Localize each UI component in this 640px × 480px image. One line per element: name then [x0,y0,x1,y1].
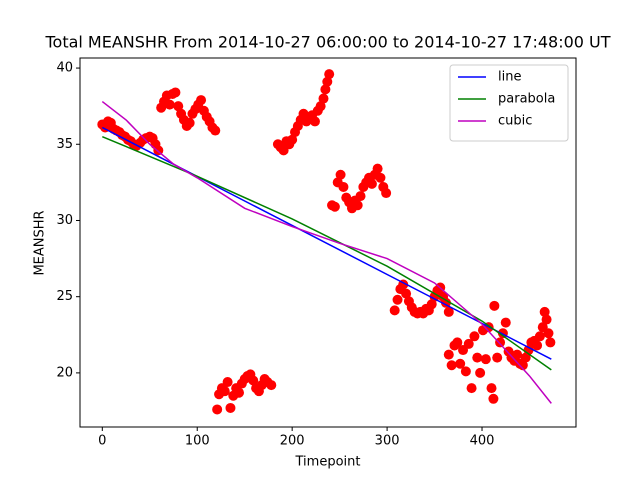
scatter-point [320,84,331,95]
y-tick-label: 25 [56,289,73,304]
x-tick-label: 100 [185,434,210,449]
scatter-point [355,191,366,202]
scatter-point [534,331,545,342]
scatter-point [492,352,503,363]
y-tick-label: 40 [56,61,73,76]
scatter-point [475,367,486,378]
scatter-point [486,383,497,394]
scatter-point [443,349,454,360]
scatter-point [469,331,480,342]
y-tick-label: 30 [56,213,73,228]
scatter-point [545,337,556,348]
scatter-point [472,352,483,363]
scatter-point [488,393,499,404]
scatter-point [287,134,298,145]
scatter-point [309,116,320,127]
scatter-point [466,383,477,394]
scatter-point [212,404,223,415]
scatter-point [541,314,552,325]
scatter-point [196,95,207,106]
scatter-point [401,288,412,299]
scatter-point [375,172,386,183]
scatter-point [324,69,335,80]
scatter-point [495,337,506,348]
y-tick-label: 20 [56,365,73,380]
x-tick-label: 400 [470,434,495,449]
x-tick-label: 0 [98,434,106,449]
scatter-point [234,387,245,398]
scatter-point [443,306,454,317]
scatter-point [248,375,259,386]
x-tick-label: 300 [375,434,400,449]
scatter-point [446,360,457,371]
scatter-point [392,294,403,305]
scatter-point [219,386,230,397]
scatter-point [517,360,528,371]
scatter-point [266,380,277,391]
scatter-point [539,306,550,317]
scatter-point [322,76,333,87]
scatter-point [452,337,463,348]
scatter-point [184,117,195,128]
legend-label: parabola [498,92,555,107]
scatter-point [225,402,236,413]
x-tick-label: 200 [280,434,305,449]
fit-line [101,100,552,404]
scatter-point [338,181,349,192]
scatter-point [210,125,221,136]
scatter-point [463,338,474,349]
scatter-point [520,352,531,363]
scatter-point [455,358,466,369]
x-axis-label: Timepoint [295,455,361,470]
legend-label: line [498,70,521,85]
scatter-point [335,169,346,180]
scatter-point [372,163,383,174]
legend-label: cubic [498,114,532,129]
scatter-point [318,93,329,104]
legend-box [449,64,569,142]
scatter-point [164,99,175,110]
data-layer [97,69,556,415]
scatter-point [532,340,543,351]
scatter-point [426,299,437,310]
scatter-point [222,377,233,388]
scatter-point [173,101,184,112]
scatter-point [381,188,392,199]
scatter-point [480,354,491,365]
scatter-point [543,328,554,339]
scatter-point [170,87,181,98]
scatter-point [460,366,471,377]
scatter-point [352,200,363,211]
y-tick-label: 35 [56,137,73,152]
y-axis-label: MEANSHR [33,210,48,275]
scatter-point [512,349,523,360]
scatter-point [366,178,377,189]
chart-title: Total MEANSHR From 2014-10-27 06:00:00 t… [44,33,610,52]
scatter-point [315,101,326,112]
scatter-point [389,305,400,316]
scatter-point [500,317,511,328]
axes-frame [79,57,577,428]
scatter-point [489,300,500,311]
scatter-point [329,201,340,212]
